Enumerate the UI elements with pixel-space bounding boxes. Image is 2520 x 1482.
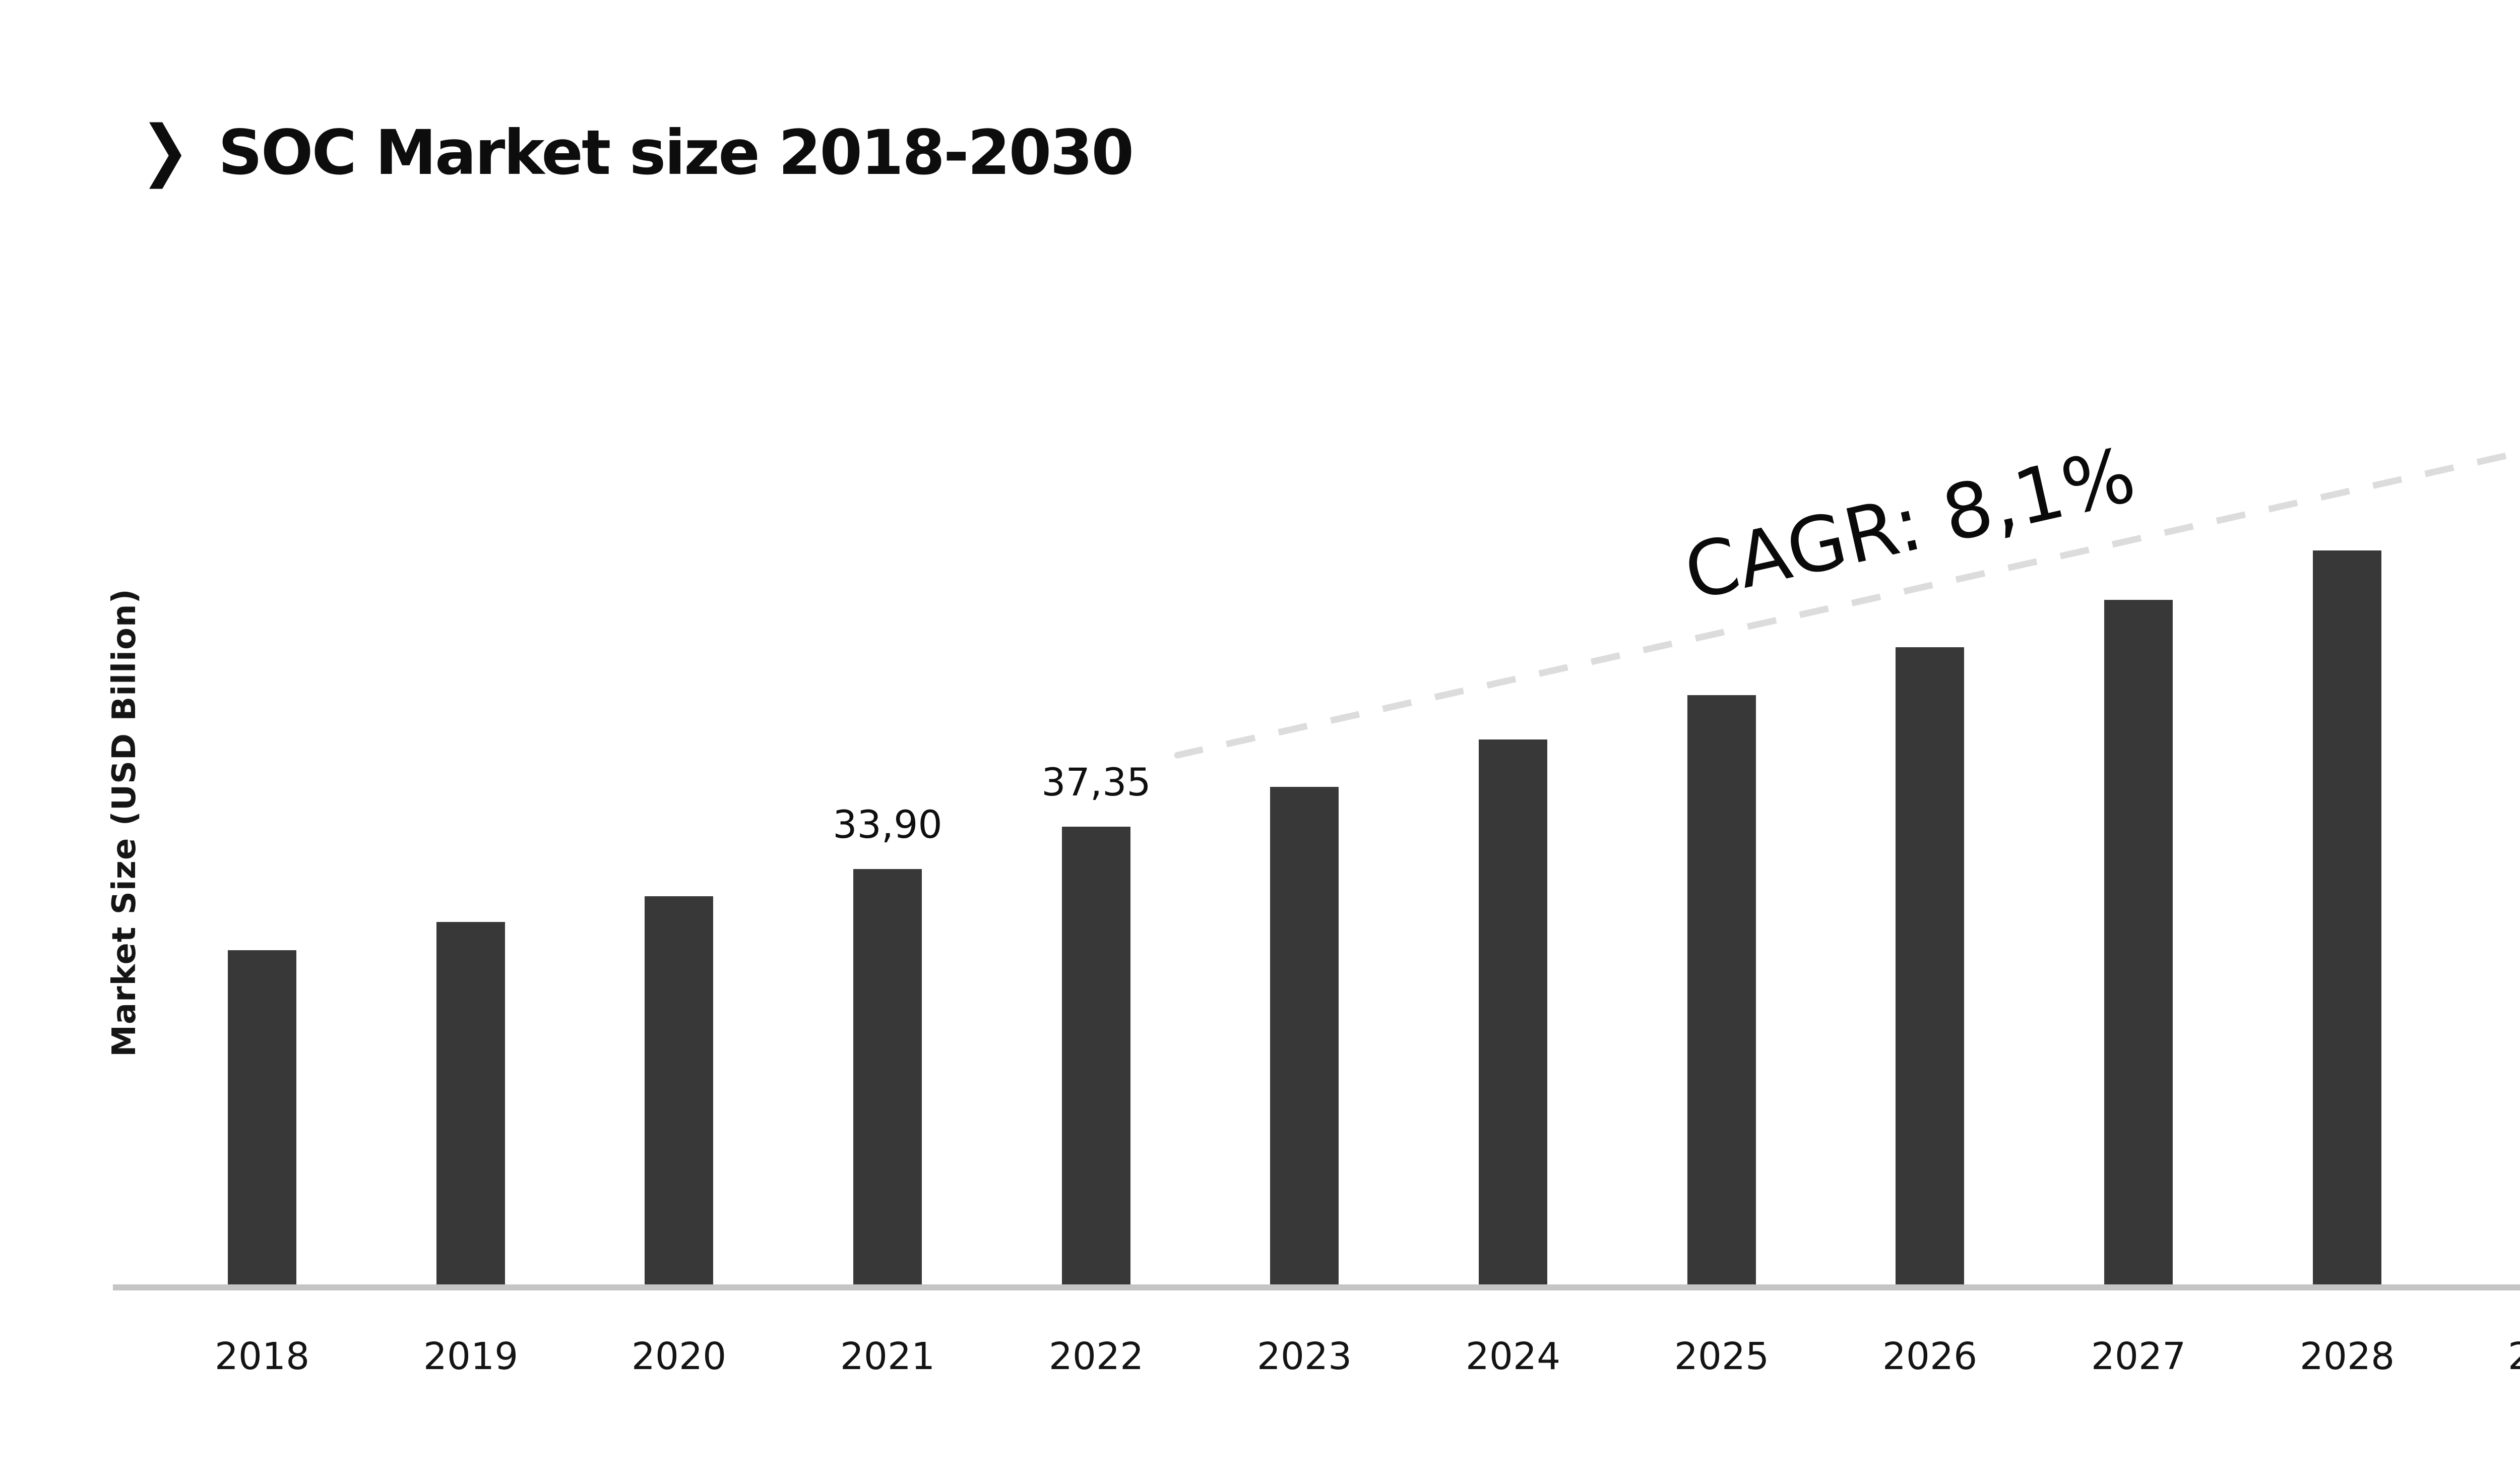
chevron-right-icon: ❯ xyxy=(140,110,190,189)
x-axis-tick-label: 2018 xyxy=(214,1335,310,1378)
bar-value-label: 37,35 xyxy=(1041,760,1151,805)
x-axis-tick-label: 2025 xyxy=(1674,1335,1770,1378)
bar-2028 xyxy=(2313,550,2381,1284)
x-axis-tick-label: 2026 xyxy=(1882,1335,1978,1378)
x-axis-tick-label: 2020 xyxy=(631,1335,727,1378)
bar-2021 xyxy=(853,869,922,1284)
x-axis-tick-label: 2024 xyxy=(1465,1335,1561,1378)
x-axis-tick-label: 2021 xyxy=(840,1335,935,1378)
bar-2022 xyxy=(1062,827,1130,1284)
x-axis-tick-label: 2019 xyxy=(423,1335,519,1378)
x-axis-tick-label: 2022 xyxy=(1048,1335,1144,1378)
bar-2019 xyxy=(436,922,505,1284)
page-title: SOC Market size 2018-2030 xyxy=(218,117,1134,189)
bar-2025 xyxy=(1687,695,1756,1284)
bar-2027 xyxy=(2104,600,2173,1284)
x-axis-tick-label: 2029 xyxy=(2507,1335,2520,1378)
chart-header: ❯ SOC Market size 2018-2030 xyxy=(140,110,1134,189)
y-axis-label: Market Size (USD Billion) xyxy=(106,588,143,1057)
bar-2020 xyxy=(645,896,713,1284)
x-axis-tick-label: 2028 xyxy=(2299,1335,2395,1378)
bar-2018 xyxy=(228,950,296,1284)
bar-2023 xyxy=(1270,787,1339,1284)
x-axis-tick-label: 2027 xyxy=(2091,1335,2186,1378)
bar-2024 xyxy=(1479,739,1547,1284)
bar-value-label: 33,90 xyxy=(833,802,942,847)
x-axis-line xyxy=(113,1284,2520,1290)
x-axis-tick-label: 2023 xyxy=(1256,1335,1352,1378)
bar-2026 xyxy=(1896,647,1964,1284)
